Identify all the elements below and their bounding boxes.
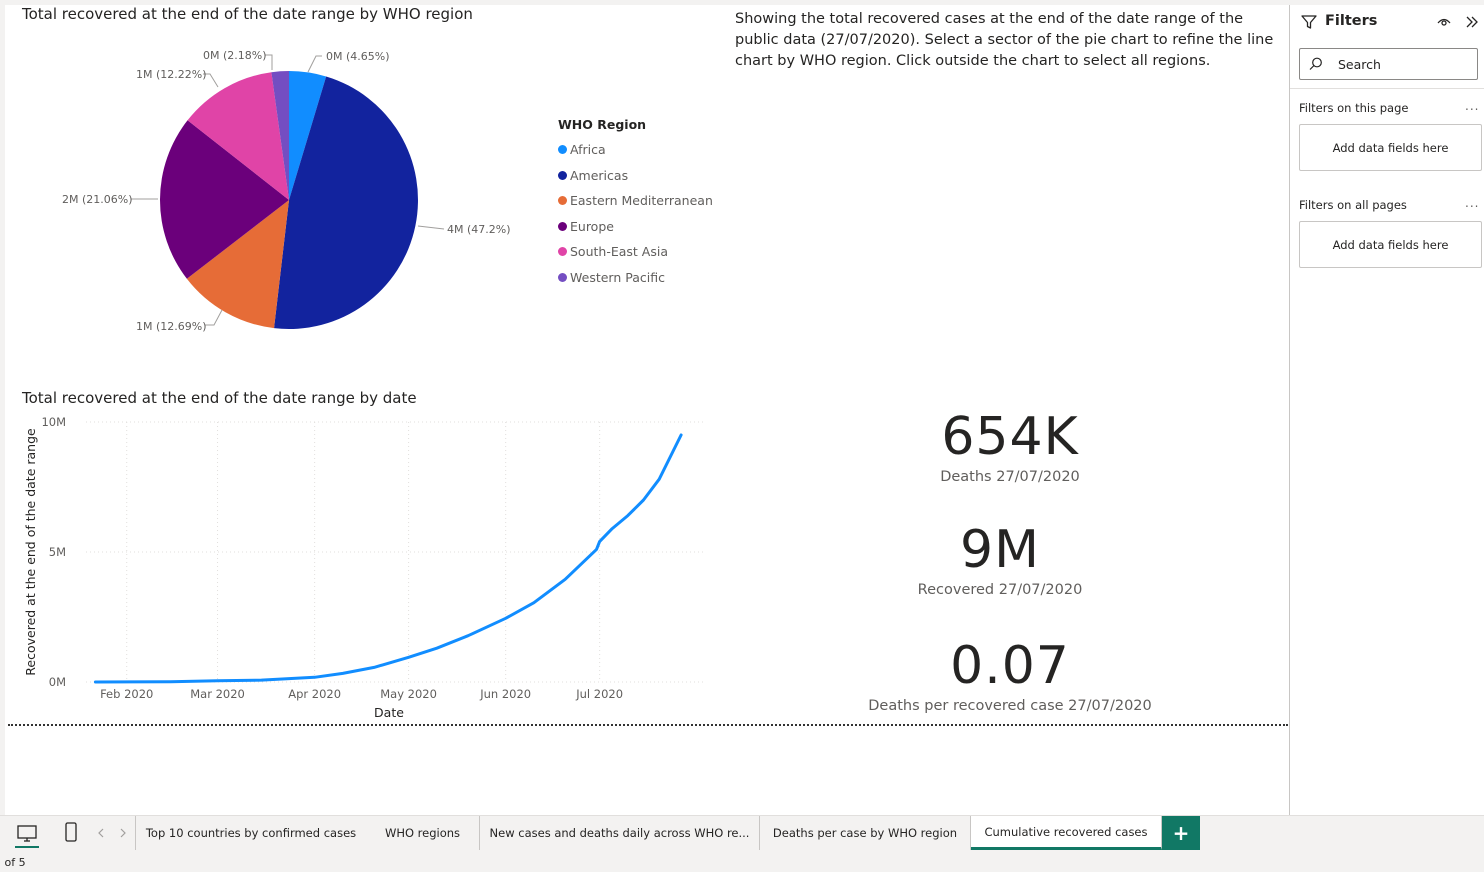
x-tick-label: Apr 2020 [288, 687, 341, 701]
tab-top-10-countries[interactable]: Top 10 countries by confirmed cases [135, 816, 367, 850]
tab-cumulative-recovered-cases[interactable]: Cumulative recovered cases [971, 816, 1162, 850]
kpi-card-recovered: 9M Recovered 27/07/2020 [850, 518, 1150, 598]
x-tick-label: Jun 2020 [479, 687, 531, 701]
search-icon [1309, 57, 1322, 70]
pie-legend: Africa Americas Eastern Mediterranean Eu… [558, 137, 713, 290]
tab-deaths-per-case[interactable]: Deaths per case by WHO region [760, 816, 971, 850]
status-bar: 5 of 5 [0, 852, 1484, 872]
pie-label-europe: 2M (21.06%) [62, 193, 133, 206]
legend-item-western-pacific[interactable]: Western Pacific [558, 265, 713, 291]
legend-dot-icon [558, 221, 567, 231]
pie-label-western-pacific: 0M (2.18%) [203, 49, 267, 62]
x-tick-label: Mar 2020 [190, 687, 245, 701]
legend-dot-icon [558, 247, 567, 257]
pie-leader-line [307, 55, 322, 73]
line-chart[interactable]: Feb 2020 Mar 2020 Apr 2020 May 2020 Jun 2020… [0, 410, 720, 722]
line-chart-title: Total recovered at the end of the date r… [22, 389, 417, 407]
x-tick-label: Jul 2020 [575, 687, 623, 701]
legend-item-europe[interactable]: Europe [558, 214, 713, 240]
description-textbox: Showing the total recovered cases at the… [735, 11, 1274, 69]
kpi-value: 0.07 [950, 636, 1070, 696]
dotted-divider [8, 724, 1288, 726]
page-tab-bar: Top 10 countries by confirmed cases WHO … [0, 815, 1484, 852]
pie-label-eastern-mediterranean: 1M (12.69%) [136, 320, 207, 333]
legend-title: WHO Region [558, 117, 647, 132]
filters-title: Filters [1325, 13, 1378, 29]
filter-funnel-icon [1301, 15, 1317, 29]
legend-item-americas[interactable]: Americas [558, 163, 713, 189]
add-fields-this-page-dropzone[interactable]: Add data fields here [1299, 124, 1482, 171]
more-options-icon[interactable]: ... [1465, 196, 1480, 210]
pie-chart-title: Total recovered at the end of the date r… [22, 5, 473, 23]
desktop-layout-icon[interactable] [16, 823, 38, 845]
pie-leader-line [417, 225, 445, 230]
pie-slice-south-east-asia[interactable] [187, 72, 289, 200]
pie-leader-line [203, 73, 219, 88]
legend-item-africa[interactable]: Africa [558, 137, 713, 163]
pie-slice-europe[interactable] [160, 120, 289, 279]
legend-item-south-east-asia[interactable]: South-East Asia [558, 239, 713, 265]
more-options-icon[interactable]: ... [1465, 99, 1480, 113]
y-axis-title: Recovered at the end of the date range [23, 428, 38, 676]
x-tick-label: Feb 2020 [100, 687, 153, 701]
search-placeholder: Search [1338, 56, 1381, 72]
kpi-label: Deaths per recovered case 27/07/2020 [868, 698, 1152, 714]
kpi-card-deaths: 654K Deaths 27/07/2020 [860, 405, 1160, 485]
collapse-chevron-icon[interactable] [1464, 15, 1480, 29]
series-line-recovered[interactable] [93, 433, 683, 684]
legend-item-eastern-mediterranean[interactable]: Eastern Mediterranean [558, 188, 713, 214]
y-tick-label: 5M [49, 545, 66, 559]
pie-leader-line [205, 309, 223, 326]
add-fields-all-pages-dropzone[interactable]: Add data fields here [1299, 221, 1482, 268]
pie-slice-americas[interactable] [274, 76, 418, 329]
kpi-value: 654K [941, 407, 1079, 467]
mobile-layout-icon[interactable] [62, 821, 80, 845]
pie-chart[interactable] [0, 30, 720, 360]
tab-scroll-left-icon[interactable] [96, 827, 106, 839]
legend-dot-icon [558, 170, 567, 180]
filters-search-input[interactable]: Search [1299, 48, 1478, 80]
pie-slice-western-pacific[interactable] [271, 71, 289, 200]
y-tick-label: 10M [41, 415, 66, 429]
pie-leader-line [265, 54, 273, 70]
x-axis-title: Date [374, 705, 404, 720]
kpi-value: 9M [960, 520, 1040, 580]
kpi-card-deaths-per-recovered: 0.07 Deaths per recovered case 27/07/202… [860, 634, 1160, 714]
pie-label-africa: 0M (4.65%) [326, 50, 390, 63]
tab-new-cases-and-deaths[interactable]: New cases and deaths daily across WHO re… [480, 816, 760, 850]
pie-label-south-east-asia: 1M (12.22%) [136, 68, 207, 81]
legend-dot-icon [558, 145, 567, 155]
eye-icon[interactable] [1436, 15, 1452, 29]
page-indicator: 5 of 5 [0, 856, 26, 869]
pie-label-americas: 4M (47.2%) [447, 223, 511, 236]
add-page-button[interactable]: + [1162, 816, 1200, 850]
filters-on-this-page-heading: Filters on this page [1299, 101, 1409, 115]
legend-dot-icon [558, 196, 567, 206]
pie-slice-eastern-mediterranean[interactable] [186, 200, 289, 329]
tab-scroll-right-icon[interactable] [118, 827, 128, 839]
filters-pane: Filters Search Filters on this page ... … [1289, 5, 1484, 815]
y-tick-label: 0M [49, 675, 66, 689]
kpi-label: Deaths 27/07/2020 [940, 469, 1080, 485]
tab-who-regions[interactable]: WHO regions [366, 816, 480, 850]
active-layout-indicator [15, 846, 39, 848]
legend-dot-icon [558, 272, 567, 282]
pie-slice-africa[interactable] [289, 71, 327, 200]
filters-on-all-pages-heading: Filters on all pages [1299, 198, 1407, 212]
left-strip [0, 5, 5, 815]
kpi-label: Recovered 27/07/2020 [917, 582, 1083, 598]
x-tick-label: May 2020 [380, 687, 437, 701]
filters-separator [1290, 88, 1484, 89]
